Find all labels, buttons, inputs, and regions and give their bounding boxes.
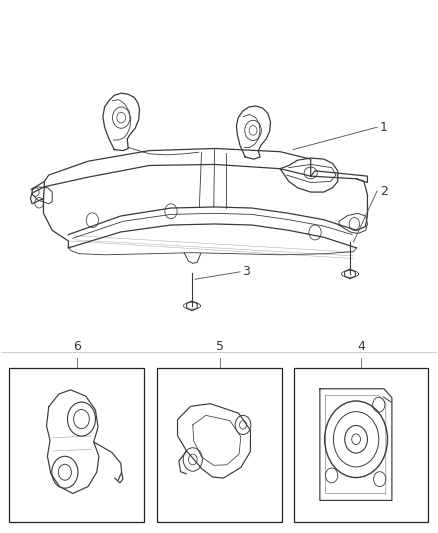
Text: 4: 4 [357,340,365,353]
Text: 2: 2 [380,184,388,198]
Text: 3: 3 [242,265,250,278]
Text: 5: 5 [216,340,224,353]
Bar [10,368,144,522]
Text: 6: 6 [73,340,81,353]
Text: 1: 1 [380,120,388,134]
Bar [294,368,427,522]
Bar [157,368,283,522]
